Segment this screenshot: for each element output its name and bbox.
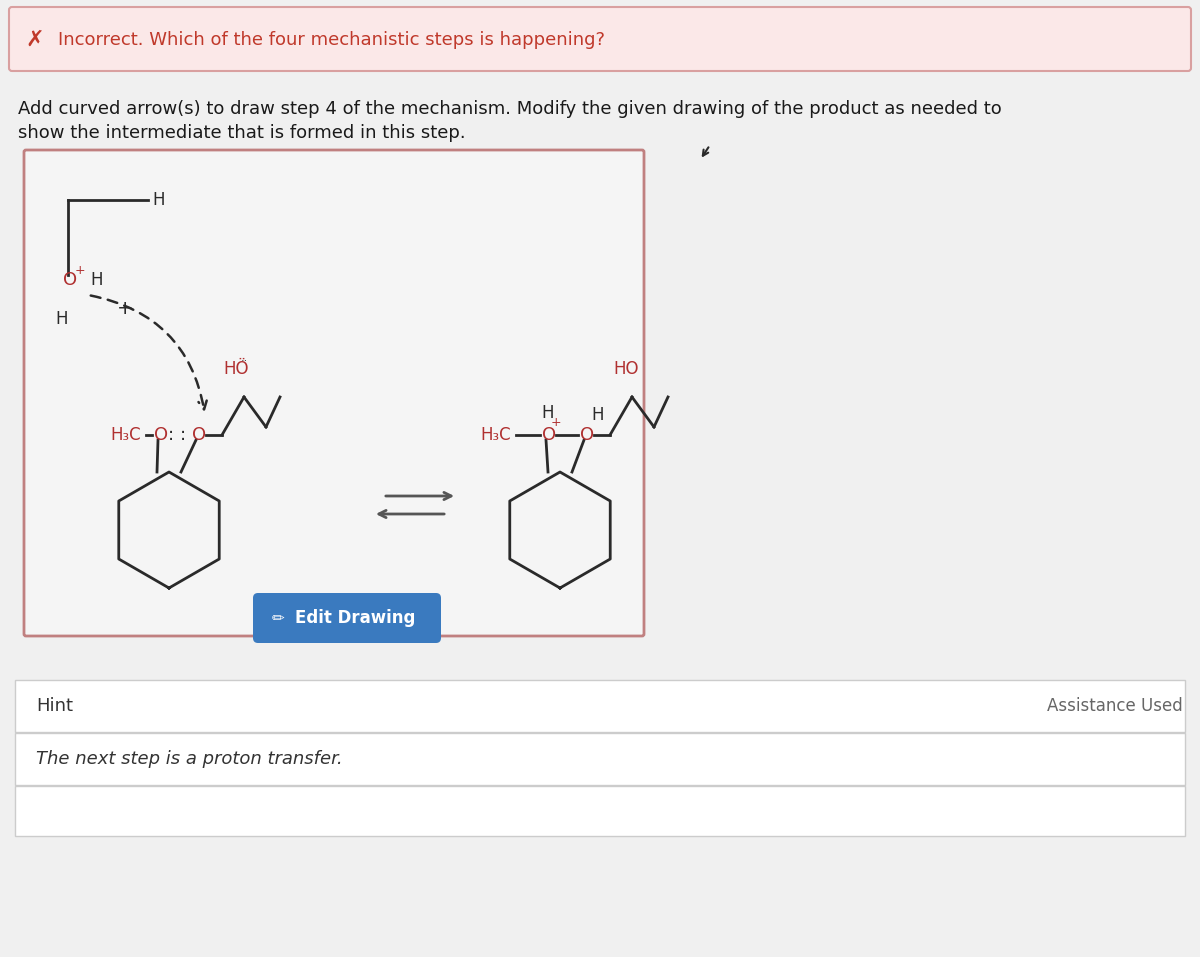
Text: ··: ·· (240, 356, 247, 366)
Text: Edit Drawing: Edit Drawing (295, 609, 415, 627)
Text: Add curved arrow(s) to draw step 4 of the mechanism. Modify the given drawing of: Add curved arrow(s) to draw step 4 of th… (18, 100, 1002, 118)
Text: Assistance Used: Assistance Used (1048, 697, 1183, 715)
Text: H: H (592, 406, 605, 424)
FancyBboxPatch shape (14, 680, 1186, 732)
Text: O: O (154, 426, 168, 444)
FancyBboxPatch shape (253, 593, 442, 643)
Text: The next step is a proton transfer.: The next step is a proton transfer. (36, 750, 343, 768)
FancyArrowPatch shape (91, 296, 206, 410)
Text: +: + (74, 263, 85, 277)
Text: +: + (551, 416, 562, 430)
Text: :: : (168, 426, 174, 444)
Text: O: O (542, 426, 556, 444)
Text: H₃C: H₃C (480, 426, 511, 444)
Text: :: : (180, 426, 186, 444)
Text: H: H (90, 271, 102, 289)
Text: O: O (62, 271, 77, 289)
Text: ✗: ✗ (25, 30, 44, 50)
Text: O: O (580, 426, 594, 444)
Text: H: H (152, 191, 164, 209)
Text: H: H (55, 310, 68, 328)
Text: HÖ: HÖ (223, 360, 248, 378)
Text: H₃C: H₃C (110, 426, 140, 444)
FancyBboxPatch shape (24, 150, 644, 636)
FancyBboxPatch shape (10, 7, 1190, 71)
Text: ✏: ✏ (271, 611, 284, 626)
Text: +: + (116, 299, 133, 318)
Text: Hint: Hint (36, 697, 73, 715)
Text: Incorrect. Which of the four mechanistic steps is happening?: Incorrect. Which of the four mechanistic… (58, 31, 605, 49)
Text: show the intermediate that is formed in this step.: show the intermediate that is formed in … (18, 124, 466, 142)
Text: H: H (541, 404, 554, 422)
Text: HO: HO (613, 360, 638, 378)
FancyBboxPatch shape (14, 733, 1186, 785)
Text: O: O (192, 426, 206, 444)
FancyBboxPatch shape (14, 786, 1186, 836)
